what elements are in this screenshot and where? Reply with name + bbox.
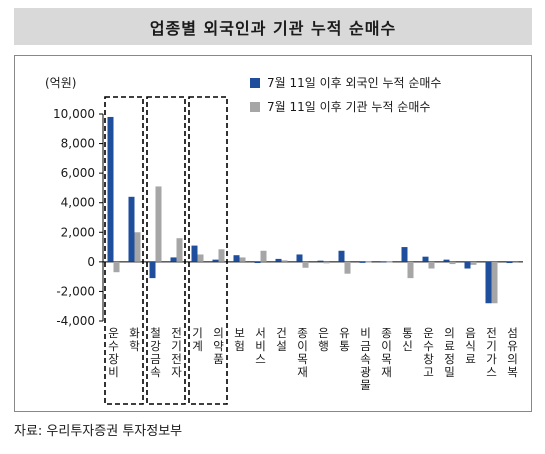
foreign-bar-12 [338, 250, 345, 262]
y-tick-label: 6,000 [61, 166, 95, 180]
legend-swatch-2 [250, 102, 260, 112]
foreign-bar-10 [296, 254, 303, 262]
foreign-bar-19 [485, 261, 492, 304]
foreign-bar-4 [170, 257, 177, 262]
y-tick-label: -2,000 [56, 284, 95, 298]
institution-bar-17 [449, 261, 456, 265]
institution-bar-18 [470, 261, 477, 265]
foreign-bar-16 [422, 256, 429, 262]
foreign-bar-3 [149, 261, 156, 279]
foreign-bar-18 [464, 261, 471, 269]
institution-bar-9 [281, 260, 288, 262]
institution-bar-1 [113, 261, 120, 273]
foreign-bar-2 [128, 196, 135, 262]
foreign-bar-20 [506, 261, 513, 264]
institution-bar-11 [323, 261, 330, 264]
foreign-bar-9 [275, 258, 282, 262]
chart-frame: (억원) -4,000 -2,000 0 2,000 4,000 6,000 8,000 10,… [14, 55, 532, 412]
institution-bar-19 [491, 261, 498, 304]
foreign-bar-15 [401, 247, 408, 262]
foreign-bar-1 [107, 116, 114, 262]
unit-label: (억원) [45, 76, 76, 90]
foreign-bar-7 [233, 255, 240, 262]
foreign-bar-13 [359, 261, 366, 263]
institution-bar-6 [218, 249, 225, 262]
institution-bar-13 [365, 261, 372, 263]
highlight-box-2 [146, 96, 186, 405]
institution-bar-10 [302, 261, 309, 268]
institution-bar-5 [197, 254, 204, 262]
foreign-bar-6 [212, 259, 219, 262]
institution-bar-14 [386, 261, 393, 263]
foreign-bar-14 [380, 261, 387, 263]
highlight-box-1 [104, 96, 144, 405]
foreign-bar-8 [254, 261, 261, 264]
y-tick-label: -4,000 [56, 314, 95, 328]
institution-bar-20 [512, 261, 519, 263]
bar-chart: (억원) -4,000 -2,000 0 2,000 4,000 6,000 8,000 10,… [45, 76, 523, 405]
institution-bar-3 [155, 186, 162, 262]
foreign-bar-5 [191, 245, 198, 262]
y-tick-label: 0 [87, 255, 95, 269]
y-tick-label: 8,000 [61, 137, 95, 151]
source-note: 자료: 우리투자증권 투자정보부 [14, 424, 183, 439]
legend-label-1: 7월 11일 이후 외국인 누적 순매수 [267, 76, 441, 90]
y-tick-label: 10,000 [53, 107, 95, 121]
institution-bar-4 [176, 238, 183, 262]
institution-bar-12 [344, 261, 351, 274]
foreign-bar-17 [443, 259, 450, 262]
highlight-box-3 [188, 96, 228, 405]
institution-bar-16 [428, 261, 435, 269]
institution-bar-15 [407, 261, 414, 279]
y-tick-label: 2,000 [61, 225, 95, 239]
legend-swatch-1 [250, 78, 260, 88]
institution-bar-8 [260, 250, 267, 262]
y-tick-label: 4,000 [61, 196, 95, 210]
chart-title: 업종별 외국인과 기관 누적 순매수 [14, 8, 532, 45]
institution-bar-7 [239, 257, 246, 262]
institution-bar-2 [134, 232, 141, 262]
legend-label-2: 7월 11일 이후 기관 누적 순매수 [267, 100, 430, 114]
foreign-bar-11 [317, 260, 324, 262]
